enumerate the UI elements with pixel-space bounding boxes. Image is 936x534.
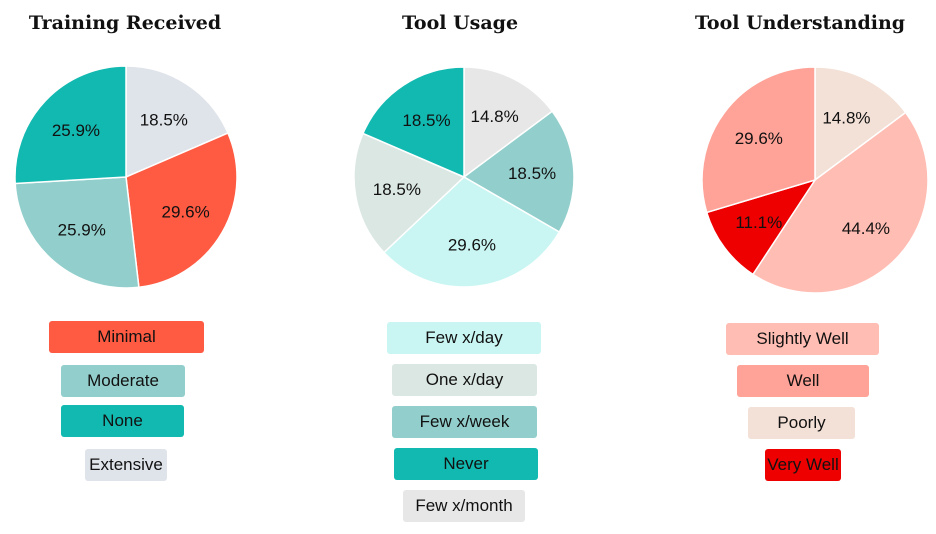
legend-item-extensive: Extensive — [85, 449, 167, 481]
legend-item-very-well: Very Well — [765, 449, 841, 481]
pie-slice-very-well — [705, 178, 817, 276]
slice-label-moderate: 25.9% — [58, 221, 106, 240]
slice-label-few-x-day: 29.6% — [448, 236, 496, 255]
legend-item-well: Well — [737, 365, 869, 397]
legend-item-none: None — [61, 405, 184, 437]
pie-slice-few-x-day — [382, 176, 561, 288]
slice-label-very-well: 11.1% — [735, 213, 782, 232]
legend-item-one-x-day: One x/day — [392, 364, 537, 396]
pie-slice-few-x-month — [463, 66, 554, 179]
slice-label-few-x-week: 18.5% — [508, 164, 556, 183]
slice-label-never: 18.5% — [402, 111, 450, 130]
legend-item-few-x-day: Few x/day — [387, 322, 541, 354]
chart-title-training: Training Received — [28, 12, 222, 34]
legend-item-few-x-month: Few x/month — [403, 490, 525, 522]
slice-label-extensive: 18.5% — [140, 111, 188, 130]
legend-item-minimal: Minimal — [49, 321, 204, 353]
pie-slice-extensive — [125, 65, 229, 179]
slice-label-one-x-day: 18.5% — [373, 180, 421, 199]
pie-slice-few-x-week — [462, 110, 575, 234]
slice-label-slightly-well: 44.4% — [842, 219, 890, 238]
slice-label-none: 25.9% — [52, 121, 100, 140]
slice-label-well: 29.6% — [735, 129, 783, 148]
legend-item-poorly: Poorly — [748, 407, 855, 439]
slice-label-minimal: 29.6% — [161, 202, 209, 221]
pie-slice-minimal — [125, 132, 238, 289]
pie-slice-poorly — [814, 66, 907, 182]
pie-slice-none — [14, 65, 127, 185]
legend-item-few-x-week: Few x/week — [392, 406, 537, 438]
slice-label-poorly: 14.8% — [822, 108, 870, 127]
pie-slice-one-x-day — [353, 132, 466, 254]
legend-item-slightly-well: Slightly Well — [726, 323, 879, 355]
legend-item-never: Never — [394, 448, 538, 480]
pie-slice-slightly-well — [751, 111, 929, 294]
slice-label-few-x-month: 14.8% — [471, 107, 519, 126]
legend-item-moderate: Moderate — [61, 365, 185, 397]
pie-slice-never — [362, 66, 465, 179]
chart-title-understanding: Tool Understanding — [694, 12, 906, 34]
chart-title-usage: Tool Usage — [401, 12, 519, 34]
pie-slice-well — [701, 66, 816, 214]
pie-slice-moderate — [14, 176, 140, 289]
